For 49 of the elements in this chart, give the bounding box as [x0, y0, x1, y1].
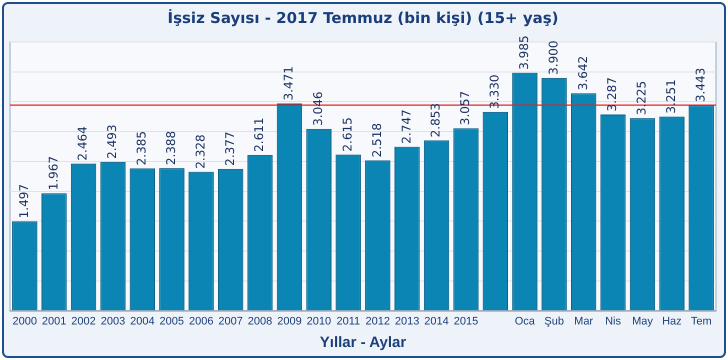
data-label: 2.853	[428, 103, 443, 138]
data-label: 3.251	[664, 79, 678, 114]
data-label: 1.967	[46, 156, 60, 190]
data-label: 3.471	[282, 66, 296, 100]
x-axis-title: Yıllar - Aylar	[320, 334, 406, 352]
x-tick-label: 2011	[336, 315, 360, 328]
data-label: 2.611	[252, 117, 266, 152]
x-tick-label: 2013	[394, 315, 420, 328]
data-label: 2.518	[370, 123, 384, 158]
x-tick-label: Tem	[690, 315, 712, 328]
data-label: 2.747	[399, 109, 414, 144]
data-label: 3.642	[576, 56, 590, 90]
data-label: 2.493	[105, 124, 120, 159]
data-label: 3.443	[693, 68, 708, 102]
x-tick-label: 2009	[277, 315, 302, 328]
data-label: 2.464	[76, 126, 90, 161]
x-tick-label: 2007	[218, 315, 243, 328]
x-tick-label: 2001	[42, 315, 66, 328]
x-tick-label: May	[632, 315, 654, 328]
chart-title: İşsiz Sayısı - 2017 Temmuz (bin kişi) (15+ yaş)	[167, 8, 559, 27]
x-tick-label: 2003	[100, 315, 126, 328]
data-label: 2.385	[134, 130, 148, 166]
data-label: 3.900	[546, 40, 560, 75]
x-tick-label: 2005	[160, 315, 184, 328]
data-label: 1.497	[16, 184, 31, 218]
data-label: 3.330	[488, 74, 502, 109]
x-tick-label: 2012	[365, 315, 390, 328]
x-tick-label: 2004	[130, 315, 155, 328]
data-label: 3.985	[516, 35, 531, 70]
data-label: 2.615	[340, 117, 354, 152]
x-tick-label: Şub	[544, 315, 564, 328]
x-tick-label: Haz	[662, 315, 682, 328]
data-label: 2.377	[222, 131, 237, 166]
x-tick-label: Mar	[574, 315, 594, 328]
data-label: 3.046	[311, 91, 325, 126]
x-tick-label: 2010	[306, 315, 332, 328]
x-tick-label: Nis	[605, 315, 622, 328]
data-label: 3.287	[605, 77, 620, 112]
x-tick-label: 2008	[248, 315, 272, 328]
x-tick-label: 2002	[71, 315, 96, 328]
x-tick-label: 2014	[424, 315, 449, 328]
x-tick-label: 2000	[12, 315, 37, 328]
data-label: 2.328	[193, 134, 208, 169]
data-label: 3.225	[634, 80, 649, 116]
data-label: 2.388	[164, 130, 178, 166]
data-label: 3.057	[458, 90, 472, 126]
x-tick-label: 2015	[454, 315, 478, 328]
x-tick-label: Oca	[514, 315, 536, 328]
x-tick-label: 2006	[188, 315, 214, 328]
